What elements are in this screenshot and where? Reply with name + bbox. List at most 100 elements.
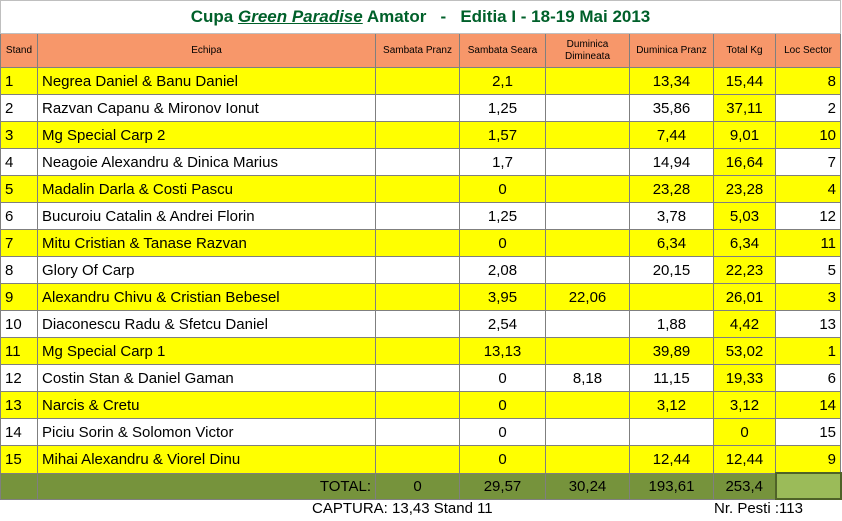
cell: 12 bbox=[0, 364, 38, 392]
cell: Razvan Capanu & Mironov Ionut bbox=[37, 94, 376, 122]
cell bbox=[545, 67, 630, 95]
cell: 3 bbox=[774, 283, 842, 311]
cell: 4,42 bbox=[713, 310, 776, 338]
cell: Mihai Alexandru & Viorel Dinu bbox=[37, 445, 376, 474]
cell: 8,18 bbox=[545, 364, 630, 392]
cell: 35,86 bbox=[629, 94, 714, 122]
cell bbox=[545, 94, 630, 122]
cell bbox=[375, 148, 460, 176]
cell: 14 bbox=[0, 418, 38, 446]
cell bbox=[375, 310, 460, 338]
cell: Piciu Sorin & Solomon Victor bbox=[37, 418, 376, 446]
cell: 0 bbox=[459, 364, 546, 392]
cell: 0 bbox=[459, 445, 546, 474]
cell: 3,95 bbox=[459, 283, 546, 311]
nr-pesti: Nr. Pesti :113 bbox=[714, 500, 803, 517]
title: Cupa Green Paradise Amator - Editia I - … bbox=[0, 0, 842, 34]
cell: 10 bbox=[774, 121, 842, 149]
cell bbox=[375, 67, 460, 95]
cell: 0 bbox=[459, 175, 546, 203]
cell bbox=[375, 283, 460, 311]
cell bbox=[375, 337, 460, 365]
cell: 13 bbox=[0, 391, 38, 419]
cell bbox=[545, 121, 630, 149]
cell: 53,02 bbox=[713, 337, 776, 365]
cell: 9 bbox=[774, 445, 842, 474]
results-table: Cupa Green Paradise Amator - Editia I - … bbox=[0, 0, 842, 500]
title-row: Cupa Green Paradise Amator - Editia I - … bbox=[0, 0, 842, 34]
cell: 2 bbox=[0, 94, 38, 122]
total-value: 193,61 bbox=[629, 472, 714, 500]
data-row: 2 Razvan Capanu & Mironov Ionut 1,25 35,86 3… bbox=[0, 94, 842, 122]
cell: 1,7 bbox=[459, 148, 546, 176]
cell: 19,33 bbox=[713, 364, 776, 392]
data-row: 9 Alexandru Chivu & Cristian Bebesel 3,95 2… bbox=[0, 283, 842, 311]
cell: 13,13 bbox=[459, 337, 546, 365]
column-header: Sambata Pranz bbox=[375, 33, 460, 68]
cell: 5 bbox=[0, 175, 38, 203]
total-row: TOTAL: 0 29,57 30,24 193,61 253,4 bbox=[0, 472, 842, 500]
column-header: Duminica Dimineata bbox=[545, 33, 630, 68]
cell: 6 bbox=[774, 364, 842, 392]
cell: 1 bbox=[0, 67, 38, 95]
cell: 26,01 bbox=[713, 283, 776, 311]
cell: Mitu Cristian & Tanase Razvan bbox=[37, 229, 376, 257]
total-value: 29,57 bbox=[459, 472, 546, 500]
cell: 6,34 bbox=[629, 229, 714, 257]
column-header: Loc Sector bbox=[774, 33, 842, 68]
cell bbox=[545, 445, 630, 474]
cell: 2 bbox=[774, 94, 842, 122]
data-row: 13 Narcis & Cretu 0 3,12 3,12 14 bbox=[0, 391, 842, 419]
cell: 0 bbox=[713, 418, 776, 446]
data-row: 6 Bucuroiu Catalin & Andrei Florin 1,25 3,7… bbox=[0, 202, 842, 230]
cell bbox=[545, 202, 630, 230]
cell: 9,01 bbox=[713, 121, 776, 149]
cell: Madalin Darla & Costi Pascu bbox=[37, 175, 376, 203]
data-row: 5 Madalin Darla & Costi Pascu 0 23,28 23,28 4 bbox=[0, 175, 842, 203]
cell: 3,78 bbox=[629, 202, 714, 230]
cell: 0 bbox=[459, 418, 546, 446]
cell bbox=[375, 391, 460, 419]
cell: 1,88 bbox=[629, 310, 714, 338]
cell: 37,11 bbox=[713, 94, 776, 122]
cell: 6 bbox=[0, 202, 38, 230]
cell: 14,94 bbox=[629, 148, 714, 176]
cell: 11 bbox=[774, 229, 842, 257]
cell bbox=[545, 148, 630, 176]
cell: Narcis & Cretu bbox=[37, 391, 376, 419]
column-header: Sambata Seara bbox=[459, 33, 546, 68]
column-header: Total Kg bbox=[713, 33, 776, 68]
total-value: 253,4 bbox=[713, 472, 776, 500]
cell bbox=[0, 472, 38, 500]
cell: 1,25 bbox=[459, 94, 546, 122]
cell: 16,64 bbox=[713, 148, 776, 176]
column-header: Echipa bbox=[37, 33, 376, 68]
column-header: Duminica Pranz bbox=[629, 33, 714, 68]
cell: 2,1 bbox=[459, 67, 546, 95]
cell: Glory Of Carp bbox=[37, 256, 376, 284]
cell: 8 bbox=[0, 256, 38, 284]
cell bbox=[375, 418, 460, 446]
cell: Alexandru Chivu & Cristian Bebesel bbox=[37, 283, 376, 311]
cell: 22,23 bbox=[713, 256, 776, 284]
cell bbox=[545, 418, 630, 446]
cell bbox=[545, 391, 630, 419]
cell: Neagoie Alexandru & Dinica Marius bbox=[37, 148, 376, 176]
data-row: 12 Costin Stan & Daniel Gaman 0 8,18 11,15 19… bbox=[0, 364, 842, 392]
cell bbox=[545, 175, 630, 203]
cell: Mg Special Carp 1 bbox=[37, 337, 376, 365]
data-row: 1 Negrea Daniel & Banu Daniel 2,1 13,34 15,4… bbox=[0, 67, 842, 95]
cell bbox=[375, 175, 460, 203]
cell: 3,12 bbox=[629, 391, 714, 419]
cell bbox=[375, 364, 460, 392]
total-label: TOTAL: bbox=[37, 472, 376, 500]
cell: 12,44 bbox=[629, 445, 714, 474]
cell: 15,44 bbox=[713, 67, 776, 95]
captura: CAPTURA: 13,43 Stand 11 bbox=[312, 500, 493, 517]
data-row: 3 Mg Special Carp 2 1,57 7,44 9,01 10 bbox=[0, 121, 842, 149]
cell: 4 bbox=[774, 175, 842, 203]
cell: 20,15 bbox=[629, 256, 714, 284]
cell bbox=[375, 256, 460, 284]
cell: 15 bbox=[774, 418, 842, 446]
cell: 13 bbox=[774, 310, 842, 338]
